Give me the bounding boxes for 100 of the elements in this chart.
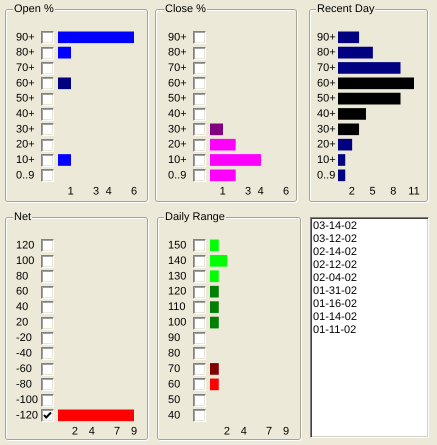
bar bbox=[338, 77, 414, 90]
x-tick-label: 1 bbox=[68, 186, 74, 198]
x-tick-label: 9 bbox=[282, 426, 290, 438]
x-tick-label: 7 bbox=[114, 426, 120, 438]
y-tick-label: 10+ bbox=[16, 154, 35, 166]
text: 03-14-02 bbox=[312, 220, 358, 233]
y-tick-label: 150 bbox=[168, 239, 186, 252]
y-tick-label: 50+ bbox=[16, 92, 35, 105]
y-tick-label: 70+ bbox=[16, 62, 35, 74]
y-tick-label: 50+ bbox=[168, 92, 187, 105]
x-tick-label: 2 bbox=[224, 426, 230, 438]
text: 01-16-02 bbox=[312, 298, 358, 311]
y-tick-label: 100 bbox=[168, 316, 186, 329]
bar bbox=[210, 170, 236, 182]
text: 02-04-02 bbox=[312, 272, 358, 285]
bar bbox=[210, 123, 223, 136]
bar bbox=[338, 138, 352, 150]
y-tick-label: 40+ bbox=[168, 108, 187, 120]
y-tick-label: 80 bbox=[16, 270, 28, 282]
chart-title: Recent Day bbox=[316, 3, 376, 16]
y-tick-label: 120 bbox=[16, 239, 34, 252]
y-tick-label: -40 bbox=[16, 348, 32, 360]
y-tick-label: 130 bbox=[168, 270, 186, 282]
y-tick-label: 0..9 bbox=[16, 169, 34, 182]
y-tick-label: 80+ bbox=[16, 46, 35, 59]
x-tick-label: 2 bbox=[72, 426, 78, 438]
chart-title: Close % bbox=[164, 3, 207, 16]
chart-title: Daily Range bbox=[164, 211, 226, 224]
chart-title: Net bbox=[13, 211, 32, 224]
y-tick-label: 70+ bbox=[168, 62, 187, 74]
text: 02-12-02 bbox=[312, 259, 358, 272]
y-tick-label: 140 bbox=[168, 254, 186, 267]
y-tick-label: 90+ bbox=[16, 31, 35, 44]
x-tick-label: 1 bbox=[220, 186, 226, 198]
x-tick-label: 2 bbox=[348, 186, 355, 198]
y-tick-label: 40+ bbox=[16, 108, 35, 120]
x-tick-label: 4 bbox=[88, 426, 95, 438]
y-tick-label: 20+ bbox=[317, 138, 336, 151]
y-tick-label: 60 bbox=[168, 378, 180, 390]
y-tick-label: 110 bbox=[168, 301, 186, 314]
y-tick-label: 40 bbox=[16, 301, 28, 314]
text: 01-14-02 bbox=[312, 311, 358, 324]
y-tick-label: 10+ bbox=[168, 154, 187, 166]
bar bbox=[338, 62, 401, 74]
x-tick-label: 6 bbox=[282, 186, 290, 198]
bar bbox=[338, 170, 346, 182]
y-tick-label: 80+ bbox=[168, 46, 187, 59]
y-tick-label: 0..9 bbox=[168, 169, 186, 182]
x-tick-label: 4 bbox=[258, 186, 264, 198]
x-tick-label: 4 bbox=[106, 186, 112, 198]
y-tick-label: 60+ bbox=[168, 77, 187, 90]
y-tick-label: 40+ bbox=[317, 108, 336, 120]
y-tick-label: 50 bbox=[168, 394, 180, 406]
y-tick-label: 20+ bbox=[168, 138, 187, 151]
y-tick-label: 90+ bbox=[317, 31, 336, 44]
x-tick-label: 3 bbox=[92, 186, 100, 198]
y-tick-label: 70 bbox=[168, 362, 180, 375]
y-tick-label: -100 bbox=[16, 394, 38, 406]
y-tick-label: -80 bbox=[16, 378, 32, 390]
x-tick-label: 3 bbox=[244, 186, 252, 198]
y-tick-label: 30+ bbox=[16, 123, 35, 136]
bar bbox=[338, 92, 401, 104]
x-tick-label: 5 bbox=[369, 186, 376, 198]
bar bbox=[210, 154, 261, 166]
y-tick-label: -120 bbox=[16, 409, 38, 422]
bar bbox=[338, 154, 346, 166]
y-tick-label: 50+ bbox=[317, 92, 336, 105]
y-tick-label: 40 bbox=[168, 409, 180, 422]
y-tick-label: 90+ bbox=[168, 31, 187, 44]
y-tick-label: 80+ bbox=[317, 46, 336, 59]
x-tick-label: 9 bbox=[130, 426, 138, 438]
y-tick-label: -60 bbox=[16, 362, 32, 375]
y-tick-label: -20 bbox=[16, 332, 32, 344]
y-tick-label: 100 bbox=[16, 254, 34, 267]
text: 01-11-02 bbox=[312, 324, 356, 337]
text: 02-14-02 bbox=[312, 246, 358, 259]
x-tick-label: 6 bbox=[130, 186, 138, 198]
y-tick-label: 30+ bbox=[317, 123, 336, 136]
x-tick-label: 7 bbox=[266, 426, 272, 438]
x-tick-label: 8 bbox=[390, 186, 396, 198]
bar bbox=[338, 31, 360, 44]
y-tick-label: 20 bbox=[16, 316, 28, 329]
y-tick-label: 10+ bbox=[317, 154, 336, 166]
text: 03-12-02 bbox=[312, 233, 358, 246]
y-tick-label: 30+ bbox=[168, 123, 187, 136]
bar bbox=[338, 46, 373, 58]
y-tick-label: 120 bbox=[168, 286, 186, 298]
y-tick-label: 60+ bbox=[317, 77, 336, 90]
text: 01-31-02 bbox=[312, 285, 358, 298]
y-tick-label: 60+ bbox=[16, 77, 35, 90]
x-tick-label: 4 bbox=[240, 426, 247, 438]
y-tick-label: 20+ bbox=[16, 138, 35, 151]
y-tick-label: 60 bbox=[16, 286, 28, 298]
bar bbox=[338, 108, 366, 120]
y-tick-label: 0..9 bbox=[317, 169, 336, 182]
bar bbox=[338, 123, 360, 136]
y-tick-label: 70+ bbox=[317, 62, 336, 74]
x-tick-label: 11 bbox=[408, 186, 420, 198]
y-tick-label: 80 bbox=[168, 348, 180, 360]
y-tick-label: 90 bbox=[168, 332, 180, 344]
